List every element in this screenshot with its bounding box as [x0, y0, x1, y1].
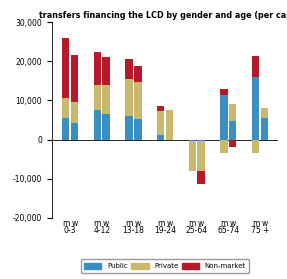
Bar: [125, 59, 133, 79]
Bar: [134, 66, 141, 82]
Bar: [102, 57, 110, 85]
Text: 75 +: 75 +: [251, 226, 269, 235]
Bar: [125, 79, 133, 116]
Bar: [197, 140, 205, 141]
Text: 0-3: 0-3: [64, 226, 76, 235]
Bar: [252, 140, 259, 153]
Bar: [94, 52, 101, 85]
Bar: [197, 141, 205, 171]
Bar: [157, 111, 164, 135]
Bar: [134, 119, 141, 140]
Bar: [189, 140, 196, 141]
Bar: [229, 121, 236, 140]
Bar: [94, 85, 101, 110]
Bar: [252, 77, 259, 140]
Text: 65-74: 65-74: [217, 226, 239, 235]
Bar: [252, 56, 259, 77]
Text: 13-18: 13-18: [123, 226, 144, 235]
Bar: [134, 82, 141, 119]
Bar: [157, 135, 164, 140]
Bar: [62, 38, 69, 98]
Bar: [102, 114, 110, 140]
Bar: [197, 171, 205, 184]
Title: transfers financing the LCD by gender and age (per cap: transfers financing the LCD by gender an…: [38, 11, 287, 20]
Bar: [261, 118, 268, 140]
Text: 19-24: 19-24: [154, 226, 176, 235]
Bar: [94, 110, 101, 140]
Text: 4-12: 4-12: [93, 226, 110, 235]
Bar: [71, 123, 78, 140]
Bar: [229, 140, 236, 147]
Bar: [62, 98, 69, 118]
Bar: [166, 110, 173, 140]
Bar: [62, 118, 69, 140]
Bar: [157, 105, 164, 111]
Bar: [220, 95, 228, 140]
Bar: [220, 89, 228, 95]
Bar: [71, 102, 78, 123]
Bar: [220, 140, 228, 153]
Bar: [125, 116, 133, 140]
Bar: [71, 55, 78, 102]
Legend: Public, Private, Non-market: Public, Private, Non-market: [81, 259, 249, 273]
Text: 25-64: 25-64: [186, 226, 208, 235]
Bar: [229, 104, 236, 121]
Bar: [189, 141, 196, 171]
Bar: [102, 85, 110, 114]
Bar: [261, 108, 268, 118]
